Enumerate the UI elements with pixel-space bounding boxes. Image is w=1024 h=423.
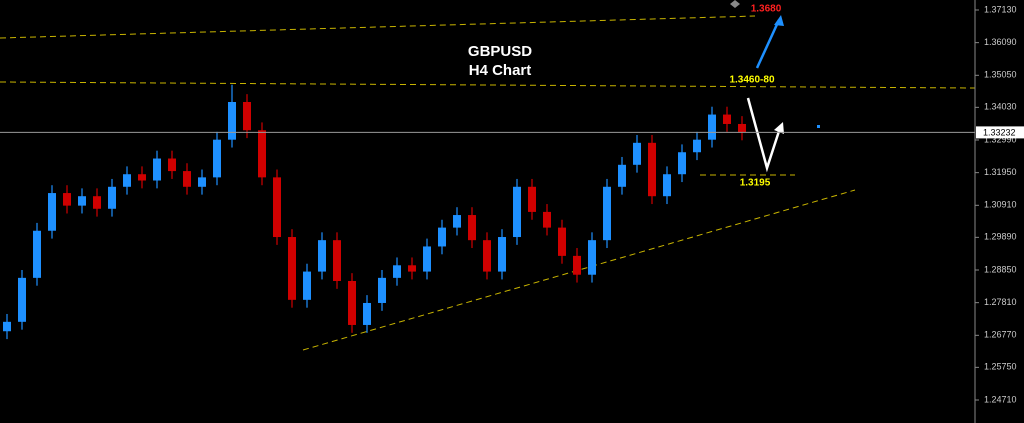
y-tick-label: 1.29890 — [984, 232, 1017, 242]
candle-body — [288, 237, 296, 300]
y-tick-label: 1.30910 — [984, 200, 1017, 210]
candle-body — [198, 177, 206, 187]
dot — [817, 125, 820, 128]
resistance-label: 1.3460-80 — [729, 75, 774, 86]
candle-body — [618, 164, 626, 187]
candle-body — [483, 240, 491, 272]
y-tick-label: 1.25750 — [984, 362, 1017, 372]
candle-body — [33, 230, 41, 278]
candle-body — [3, 321, 11, 332]
candle-body — [678, 152, 686, 175]
candle-body — [648, 142, 656, 197]
y-tick-label: 1.28850 — [984, 264, 1017, 274]
candle-body — [393, 265, 401, 278]
candle-body — [168, 158, 176, 172]
candle-body — [663, 174, 671, 197]
y-tick-label: 1.35050 — [984, 70, 1017, 80]
chart-title: GBPUSD — [468, 43, 532, 60]
candle-body — [588, 240, 596, 275]
y-tick-label: 1.34030 — [984, 102, 1017, 112]
arrows — [730, 0, 820, 173]
candle-body — [708, 114, 716, 140]
y-tick-label: 1.36090 — [984, 37, 1017, 47]
candle-body — [693, 139, 701, 153]
current-price-label: 1.33232 — [983, 127, 1016, 137]
candle-body — [438, 227, 446, 247]
y-tick-label: 1.26770 — [984, 330, 1017, 340]
candle-body — [363, 302, 371, 325]
candle-body — [318, 240, 326, 272]
candle-body — [93, 196, 101, 209]
target-label: 1.3680 — [751, 4, 782, 15]
candle-body — [378, 277, 386, 303]
candle-body — [513, 186, 521, 238]
drawings — [0, 15, 976, 351]
candle-body — [333, 240, 341, 281]
candle-body — [633, 142, 641, 165]
candle-body — [603, 186, 611, 241]
y-tick-label: 1.32990 — [984, 134, 1017, 144]
candle-body — [423, 246, 431, 272]
white-arrow-head — [774, 122, 784, 134]
candle-body — [273, 177, 281, 238]
y-tick-label: 1.31950 — [984, 167, 1017, 177]
candle-body — [453, 215, 461, 228]
blue-arrow — [755, 19, 781, 69]
candle-body — [723, 114, 731, 124]
candle-body — [228, 101, 236, 140]
channel-line — [0, 15, 756, 39]
candle-body — [243, 101, 251, 131]
chart-subtitle: H4 Chart — [469, 62, 532, 79]
blue-arrow-head — [774, 15, 784, 26]
candle-body — [258, 130, 266, 178]
candle-body — [468, 215, 476, 241]
candle-body — [558, 227, 566, 256]
candle-body — [78, 196, 86, 206]
y-tick-label: 1.24710 — [984, 394, 1017, 404]
candle-body — [63, 193, 71, 206]
candle-body — [303, 271, 311, 300]
candle-body — [138, 174, 146, 181]
support-label: 1.3195 — [740, 178, 771, 189]
candle-body — [498, 237, 506, 272]
plot — [3, 84, 746, 340]
marker — [730, 0, 740, 8]
candle-body — [18, 277, 26, 322]
candle-body — [48, 193, 56, 231]
white-arrow — [746, 97, 782, 173]
candle-body — [108, 186, 116, 209]
y-tick-label: 1.37130 — [984, 4, 1017, 14]
candle-body — [528, 186, 536, 212]
candle-body — [348, 280, 356, 325]
candle-body — [153, 158, 161, 181]
current-price-box — [976, 126, 1024, 139]
candle-body — [573, 255, 581, 275]
candle-body — [738, 123, 746, 133]
candle-body — [543, 211, 551, 228]
candle-body — [183, 171, 191, 187]
y-tick-label: 1.27810 — [984, 297, 1017, 307]
trend-line — [302, 189, 856, 351]
resistance-line — [0, 81, 976, 89]
candle-body — [213, 139, 221, 178]
candle-body — [123, 174, 131, 187]
candle-body — [408, 265, 416, 272]
